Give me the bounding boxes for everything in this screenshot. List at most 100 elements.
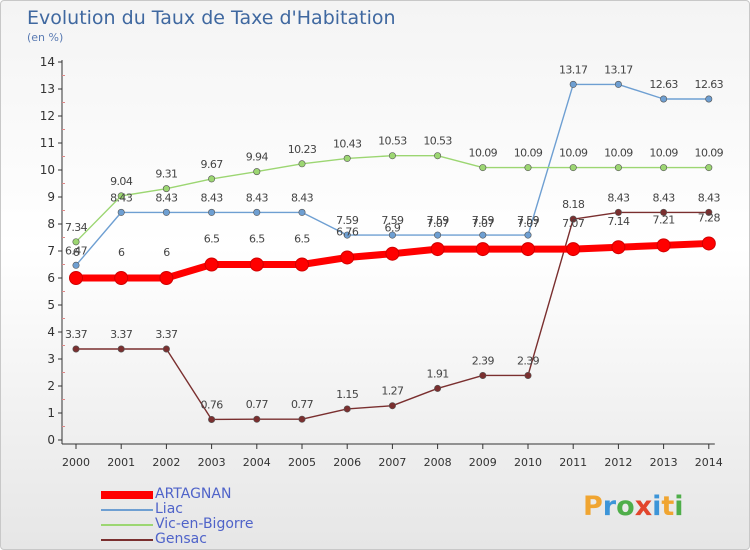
y-tick-label: 8	[47, 217, 55, 231]
data-point-artagnan	[69, 271, 83, 285]
data-label-vic-en-bigorre: 9.31	[155, 168, 177, 181]
unit-label: (en %)	[27, 31, 64, 44]
data-point-vic-en-bigorre	[660, 164, 668, 172]
data-label-gensac: 1.91	[427, 367, 449, 380]
x-tick-label: 2004	[243, 456, 271, 469]
data-label-liac: 8.43	[291, 191, 314, 204]
data-point-vic-en-bigorre	[388, 152, 396, 160]
data-point-gensac	[253, 415, 261, 423]
data-point-gensac	[569, 215, 577, 223]
y-tick-label: 4	[47, 325, 55, 339]
legend-label-liac: Liac	[155, 501, 183, 517]
data-point-liac	[298, 208, 306, 216]
data-label-vic-en-bigorre: 10.09	[559, 147, 588, 160]
y-tick-label: 13	[40, 82, 55, 96]
data-label-liac: 13.17	[604, 63, 633, 76]
data-label-liac: 7.59	[517, 214, 540, 227]
data-label-gensac: 0.77	[246, 398, 269, 411]
x-tick-label: 2003	[198, 456, 226, 469]
data-point-gensac	[117, 345, 125, 353]
data-point-artagnan	[114, 271, 129, 285]
data-point-liac	[705, 95, 713, 103]
data-label-liac: 8.43	[155, 191, 178, 204]
y-tick-label: 1	[47, 406, 55, 420]
y-tick-label: 0	[47, 433, 55, 447]
data-point-liac	[208, 208, 216, 216]
data-point-vic-en-bigorre	[705, 164, 713, 172]
data-point-liac	[614, 80, 622, 88]
data-label-artagnan: 6.5	[204, 233, 220, 246]
data-label-vic-en-bigorre: 9.67	[201, 158, 224, 171]
data-label-artagnan: 7.21	[653, 213, 675, 226]
data-point-artagnan	[656, 238, 671, 253]
data-point-vic-en-bigorre	[253, 168, 261, 176]
data-point-vic-en-bigorre	[524, 164, 532, 172]
data-label-gensac: 0.76	[201, 398, 224, 411]
y-tick-label: 10	[40, 163, 55, 177]
data-label-artagnan: 7.07	[562, 217, 585, 230]
y-tick-label: 6	[47, 271, 55, 285]
y-tick-label: 14	[40, 55, 55, 69]
data-point-gensac	[208, 415, 216, 423]
data-label-vic-en-bigorre: 9.04	[110, 175, 133, 188]
data-label-liac: 13.17	[559, 63, 588, 76]
data-label-gensac: 1.15	[336, 388, 359, 401]
x-tick-label: 2007	[378, 456, 406, 469]
data-label-gensac: 3.37	[155, 328, 178, 341]
data-point-artagnan	[521, 242, 535, 257]
data-label-vic-en-bigorre: 10.09	[649, 147, 678, 160]
data-point-gensac	[343, 405, 351, 413]
x-tick-label: 2011	[559, 456, 587, 469]
data-point-artagnan	[340, 250, 355, 265]
data-point-vic-en-bigorre	[72, 238, 80, 246]
data-point-gensac	[72, 345, 80, 353]
data-point-gensac	[434, 384, 442, 392]
x-tick-label: 2009	[469, 456, 497, 469]
data-point-artagnan	[385, 246, 400, 261]
data-label-liac: 12.63	[649, 78, 678, 91]
data-point-artagnan	[566, 242, 581, 257]
data-point-vic-en-bigorre	[614, 164, 622, 172]
legend-swatch-gensac	[101, 539, 153, 541]
data-point-artagnan	[475, 242, 490, 257]
data-label-liac: 8.43	[246, 191, 269, 204]
data-label-gensac: 1.27	[381, 385, 404, 398]
data-label-vic-en-bigorre: 10.53	[423, 135, 452, 148]
data-label-artagnan: 6.5	[249, 233, 265, 246]
data-label-vic-en-bigorre: 10.09	[469, 147, 498, 160]
x-tick-label: 2005	[288, 456, 316, 469]
data-point-artagnan	[204, 257, 219, 272]
data-label-gensac: 3.37	[65, 328, 88, 341]
data-point-artagnan	[249, 257, 264, 272]
data-label-artagnan: 7.14	[607, 215, 630, 228]
data-point-gensac	[705, 208, 713, 216]
point-labels: 6 6 6 6.5 6.5 6.5 6.76 6.9 7.07 7.07 7.07 7.07 7.14 7…	[65, 63, 724, 411]
data-point-vic-en-bigorre	[479, 164, 487, 172]
data-point-gensac	[388, 402, 396, 410]
data-label-gensac: 8.43	[607, 191, 630, 204]
data-point-vic-en-bigorre	[569, 164, 577, 172]
data-label-gensac: 8.18	[562, 198, 585, 211]
legend-label-artagnan: ARTAGNAN	[155, 486, 232, 502]
y-tick-label: 2	[47, 379, 55, 393]
data-label-liac: 7.59	[472, 214, 495, 227]
y-tick-label: 11	[40, 136, 55, 150]
data-label-liac: 6.47	[65, 244, 88, 257]
x-tick-label: 2000	[62, 456, 90, 469]
y-tick-label: 5	[47, 298, 55, 312]
legend-label-gensac: Gensac	[155, 531, 207, 547]
data-label-vic-en-bigorre: 10.09	[514, 147, 543, 160]
data-label-artagnan: 7.07	[427, 217, 450, 230]
data-label-gensac: 0.77	[291, 398, 314, 411]
data-point-liac	[569, 80, 577, 88]
data-point-vic-en-bigorre	[434, 152, 442, 160]
data-point-gensac	[162, 345, 170, 353]
data-point-gensac	[298, 415, 306, 423]
y-tick-label: 3	[47, 352, 55, 366]
data-label-liac: 7.59	[336, 214, 359, 227]
y-tick-label: 7	[47, 244, 55, 258]
data-point-gensac	[660, 208, 668, 216]
data-label-vic-en-bigorre: 10.43	[333, 137, 362, 150]
